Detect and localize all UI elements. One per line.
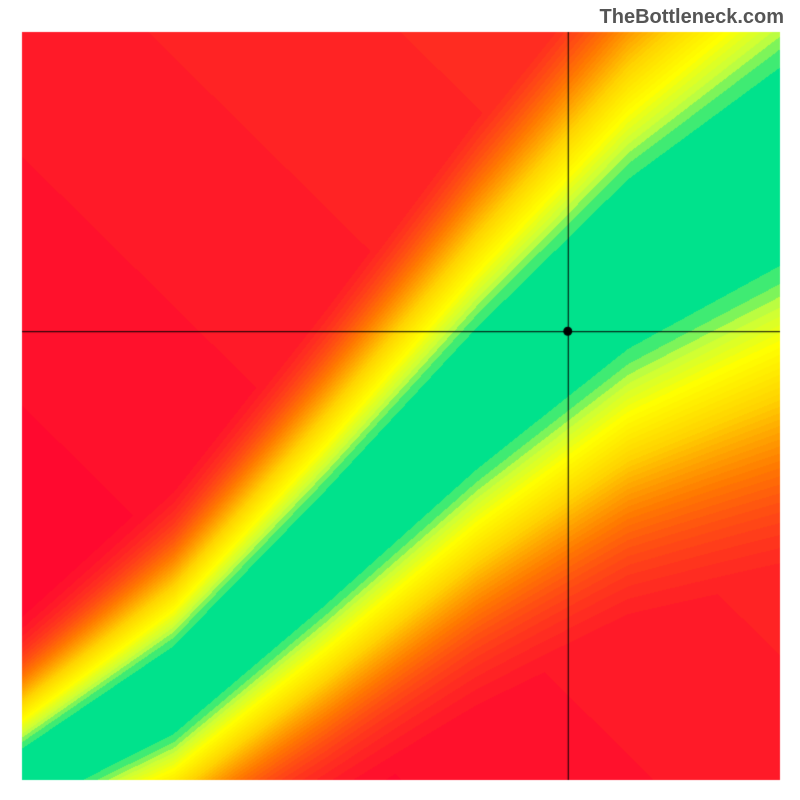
watermark-text: TheBottleneck.com [600, 6, 784, 29]
bottleneck-heatmap-chart: TheBottleneck.com [0, 0, 800, 800]
heatmap-canvas [0, 0, 800, 800]
